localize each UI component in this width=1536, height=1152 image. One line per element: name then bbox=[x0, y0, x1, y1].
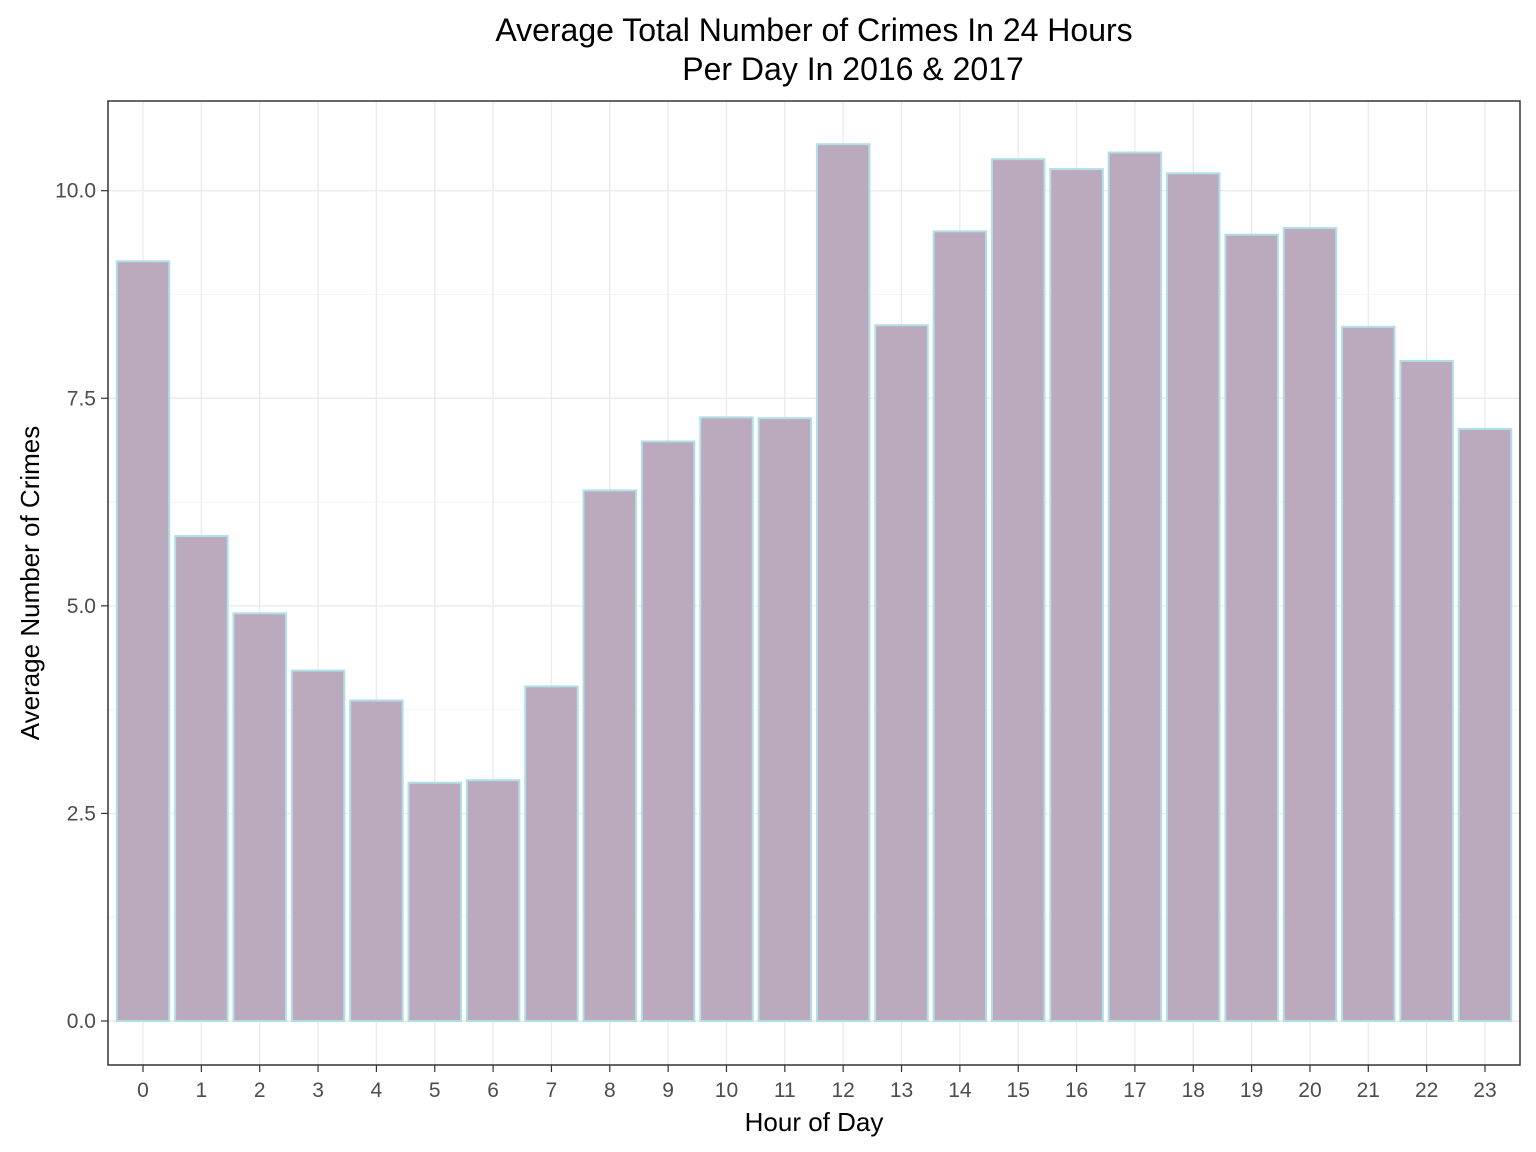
x-tick-label: 1 bbox=[196, 1079, 208, 1102]
bar-hour-15 bbox=[990, 158, 1046, 1022]
bar-hour-21 bbox=[1341, 325, 1396, 1022]
x-axis: 0 1 2 3 4 5 6 7 8 9 10 11 12 13 14 15 16 17 18 19 20 21 22 23 bbox=[137, 1065, 1497, 1102]
x-tick-label: 2 bbox=[254, 1079, 266, 1102]
x-tick-label: 19 bbox=[1240, 1079, 1263, 1102]
x-tick-label: 16 bbox=[1065, 1079, 1088, 1102]
x-tick-label: 10 bbox=[715, 1079, 738, 1102]
x-tick-label: 4 bbox=[371, 1079, 383, 1102]
y-axis: 0.0 2.5 5.0 7.5 10.0 bbox=[55, 180, 108, 1033]
y-tick-label: 0.0 bbox=[67, 1010, 96, 1033]
bar-hour-18 bbox=[1166, 172, 1221, 1022]
x-tick-label: 7 bbox=[546, 1079, 558, 1102]
y-tick-label: 10.0 bbox=[55, 180, 96, 203]
x-axis-title: Hour of Day bbox=[745, 1107, 884, 1137]
bar-hour-4 bbox=[349, 699, 404, 1022]
x-tick-label: 0 bbox=[137, 1079, 149, 1102]
bar-hour-11 bbox=[757, 417, 813, 1022]
bar-hour-7 bbox=[524, 685, 579, 1022]
y-axis-title: Average Number of Crimes bbox=[15, 426, 45, 741]
x-tick-label: 11 bbox=[774, 1079, 796, 1102]
bar-hour-5 bbox=[407, 781, 463, 1022]
bar-hour-6 bbox=[465, 779, 521, 1022]
bar-hour-1 bbox=[174, 535, 229, 1022]
chart-title-line-2: Per Day In 2016 & 2017 bbox=[682, 51, 1024, 87]
bar-hour-2 bbox=[232, 612, 287, 1022]
bar-hour-10 bbox=[699, 416, 754, 1022]
x-tick-label: 21 bbox=[1357, 1079, 1380, 1102]
x-tick-label: 23 bbox=[1473, 1079, 1496, 1102]
bar-hour-9 bbox=[640, 440, 696, 1022]
x-tick-label: 20 bbox=[1298, 1079, 1321, 1102]
x-tick-label: 9 bbox=[662, 1079, 674, 1102]
y-tick-label: 5.0 bbox=[67, 595, 96, 618]
y-tick-label: 7.5 bbox=[67, 387, 96, 410]
bar-hour-12 bbox=[815, 143, 871, 1022]
bars bbox=[115, 143, 1513, 1022]
x-tick-label: 18 bbox=[1182, 1079, 1205, 1102]
panel-border bbox=[107, 100, 1521, 1066]
bar-hour-16 bbox=[1049, 168, 1104, 1022]
x-tick-label: 15 bbox=[1007, 1079, 1030, 1102]
x-tick-label: 13 bbox=[890, 1079, 913, 1102]
bar-hour-14 bbox=[932, 230, 988, 1022]
x-tick-label: 8 bbox=[604, 1079, 616, 1102]
bar-hour-0 bbox=[115, 260, 171, 1022]
x-tick-label: 17 bbox=[1123, 1079, 1146, 1102]
bar-hour-19 bbox=[1224, 233, 1279, 1022]
y-tick-label: 2.5 bbox=[67, 802, 96, 825]
x-tick-label: 14 bbox=[948, 1079, 972, 1102]
bar-hour-22 bbox=[1399, 359, 1454, 1022]
bar-hour-23 bbox=[1457, 427, 1513, 1022]
bar-hour-8 bbox=[582, 489, 638, 1022]
x-tick-label: 6 bbox=[487, 1079, 499, 1102]
bar-hour-3 bbox=[290, 669, 346, 1022]
bar-hour-13 bbox=[874, 324, 929, 1022]
x-tick-label: 22 bbox=[1415, 1079, 1438, 1102]
x-tick-label: 3 bbox=[312, 1079, 324, 1102]
bar-hour-20 bbox=[1282, 227, 1338, 1022]
bar-hour-17 bbox=[1107, 151, 1163, 1022]
chart-title-line-1: Average Total Number of Crimes In 24 Hou… bbox=[495, 12, 1132, 48]
x-tick-label: 5 bbox=[429, 1079, 441, 1102]
x-tick-label: 12 bbox=[831, 1079, 854, 1102]
